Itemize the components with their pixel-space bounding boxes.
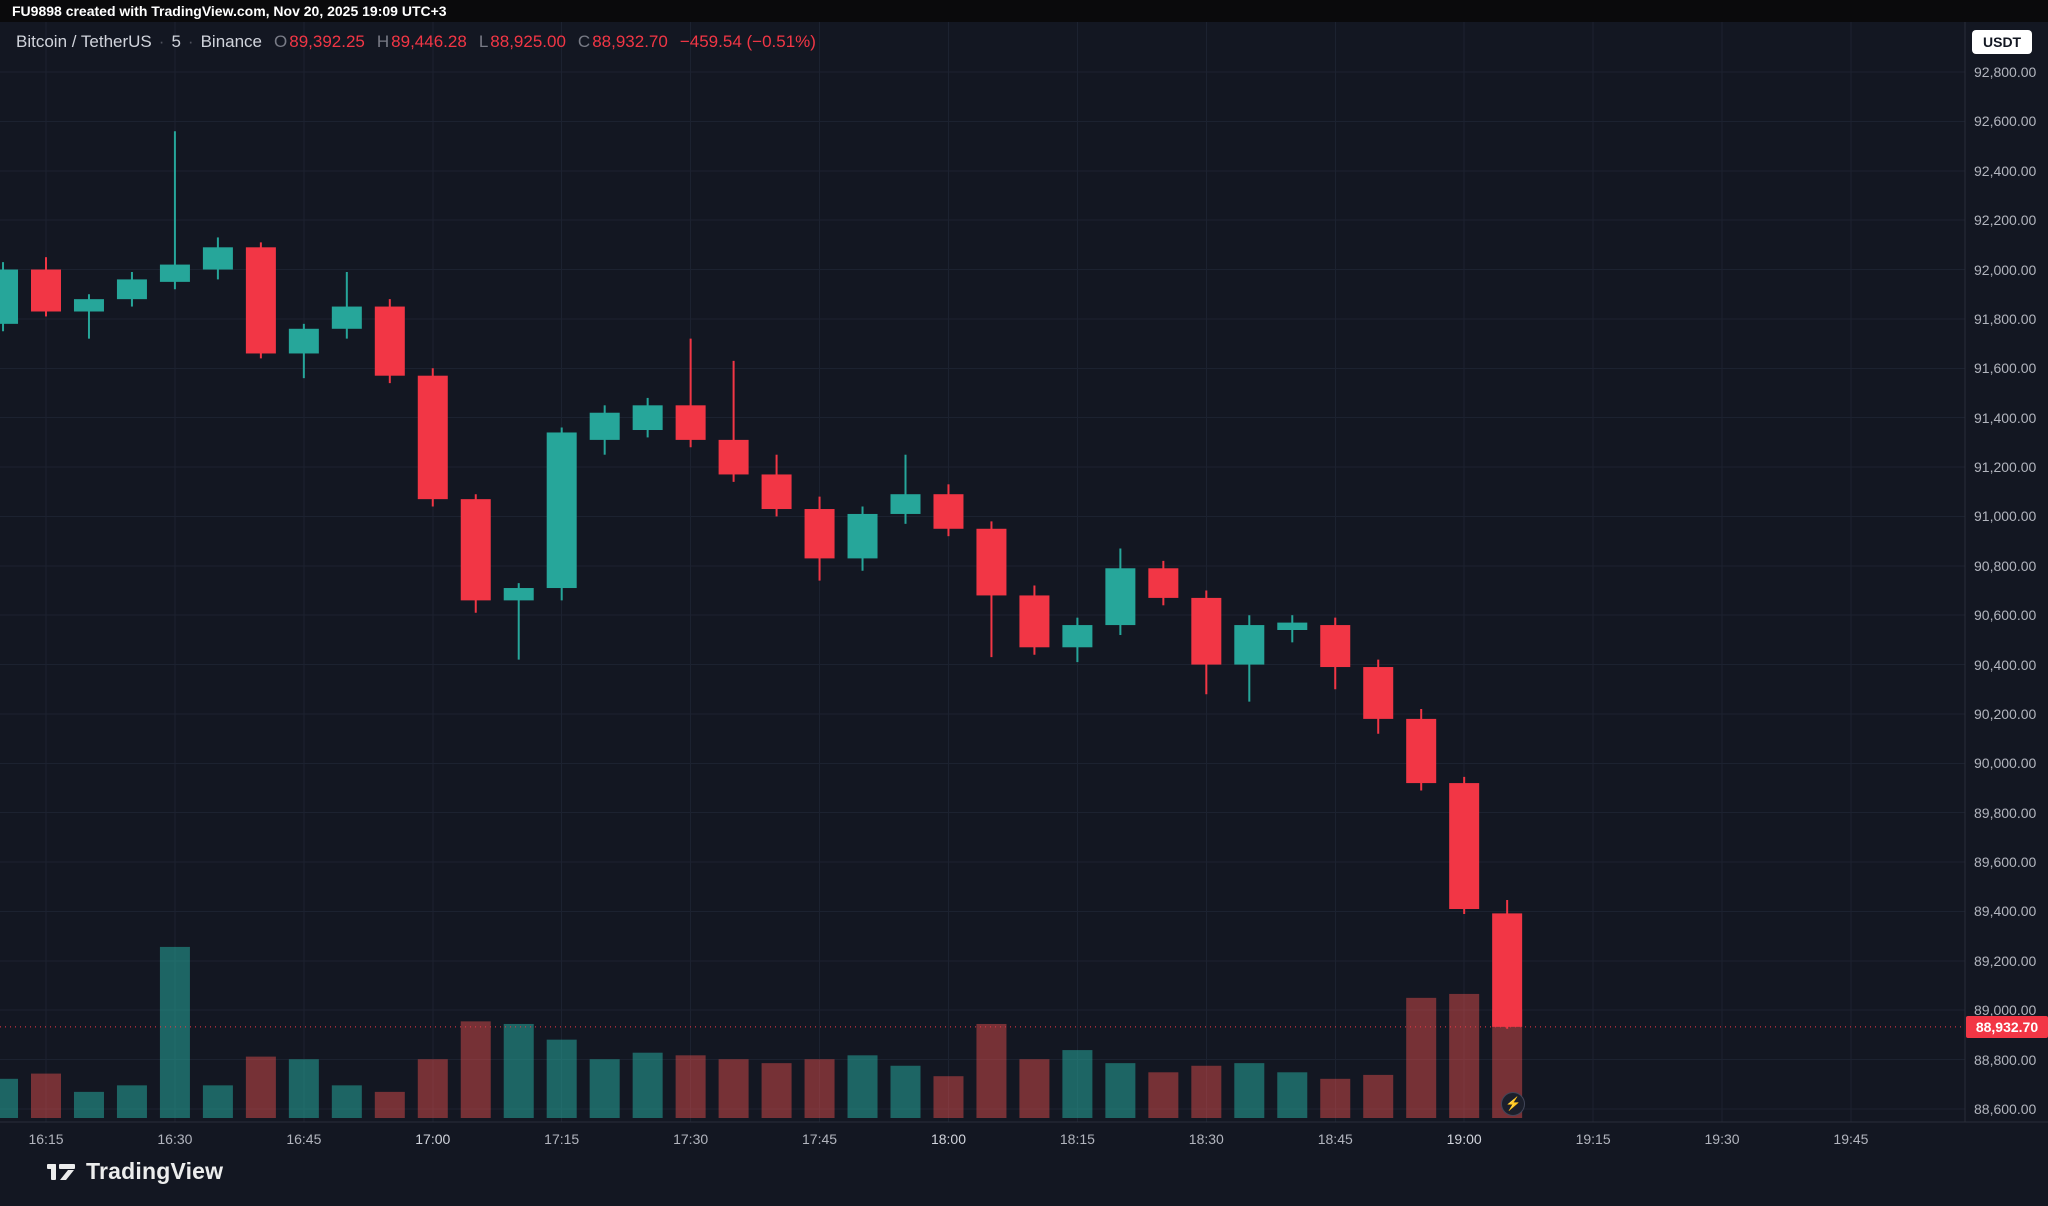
- time-tick-label: 17:30: [673, 1131, 709, 1147]
- time-tick-label: 17:45: [802, 1131, 838, 1147]
- currency-toggle-button[interactable]: USDT: [1972, 30, 2033, 54]
- symbol-title[interactable]: Bitcoin / TetherUS: [16, 32, 152, 51]
- separator-dot: ·: [187, 32, 194, 51]
- price-tick-label: 90,600.00: [1974, 607, 2037, 624]
- tradingview-logo-text: TradingView: [86, 1158, 224, 1184]
- price-tick-label: 89,800.00: [1974, 804, 2037, 821]
- time-tick-label: 18:45: [1317, 1131, 1353, 1147]
- price-tick-label: 92,800.00: [1974, 64, 2037, 80]
- open-label: O: [274, 32, 288, 51]
- lightning-boost-icon[interactable]: ⚡: [1501, 1092, 1526, 1116]
- last-price-label: 88,932.70: [1966, 1015, 2048, 1038]
- snapshot-info-text: FU9898 created with TradingView.com, Nov…: [12, 3, 447, 19]
- price-tick-label: 90,800.00: [1974, 557, 2037, 574]
- price-tick-label: 89,200.00: [1974, 952, 2037, 969]
- time-tick-label: 19:00: [1446, 1131, 1482, 1147]
- change-value: −459.54 (−0.51%): [679, 32, 816, 51]
- time-tick-label: 18:15: [1059, 1131, 1095, 1147]
- price-tick-label: 90,000.00: [1974, 755, 2037, 772]
- price-tick-label: 88,600.00: [1974, 1101, 2037, 1117]
- price-tick-label: 91,000.00: [1974, 508, 2037, 525]
- time-tick-label: 19:15: [1575, 1131, 1611, 1147]
- tradingview-logo[interactable]: TradingView: [46, 1158, 223, 1185]
- time-tick-label: 16:15: [28, 1131, 64, 1147]
- time-tick-label: 16:45: [286, 1131, 322, 1147]
- snapshot-topbar: FU9898 created with TradingView.com, Nov…: [0, 0, 2048, 22]
- low-value: 88,925.00: [490, 32, 566, 51]
- price-tick-label: 89,000.00: [1974, 1002, 2037, 1019]
- price-tick-label: 88,800.00: [1974, 1051, 2037, 1068]
- high-value: 89,446.28: [391, 32, 467, 51]
- price-tick-label: 91,600.00: [1974, 360, 2037, 377]
- price-tick-label: 92,400.00: [1974, 162, 2037, 179]
- price-tick-label: 92,600.00: [1974, 113, 2037, 130]
- close-value: 88,932.70: [592, 32, 668, 51]
- time-tick-label: 17:00: [415, 1131, 451, 1147]
- time-tick-label: 19:30: [1704, 1131, 1740, 1147]
- time-tick-label: 16:30: [157, 1131, 193, 1147]
- time-tick-label: 17:15: [544, 1131, 580, 1147]
- price-tick-label: 91,800.00: [1974, 310, 2037, 327]
- price-tick-label: 90,200.00: [1974, 705, 2037, 722]
- symbol-legend: Bitcoin / TetherUS · 5 · Binance O 89,39…: [16, 32, 816, 52]
- price-tick-label: 91,400.00: [1974, 409, 2037, 426]
- time-tick-label: 18:00: [930, 1131, 966, 1147]
- time-tick-label: 18:30: [1188, 1131, 1224, 1147]
- separator-dot: ·: [158, 32, 165, 51]
- low-label: L: [478, 32, 489, 51]
- price-tick-label: 92,200.00: [1974, 212, 2037, 229]
- interval-label[interactable]: 5: [171, 32, 181, 51]
- high-label: H: [376, 32, 390, 51]
- time-tick-label: 19:45: [1833, 1131, 1869, 1147]
- exchange-label: Binance: [200, 32, 263, 51]
- price-tick-label: 90,400.00: [1974, 656, 2037, 673]
- close-label: C: [577, 32, 591, 51]
- price-tick-label: 91,200.00: [1974, 459, 2037, 476]
- price-tick-label: 92,000.00: [1974, 261, 2037, 278]
- lightning-icon: ⚡: [1505, 1096, 1522, 1111]
- tradingview-logo-mark: [47, 1163, 75, 1180]
- price-tick-label: 89,400.00: [1974, 903, 2037, 920]
- price-tick-label: 89,600.00: [1974, 854, 2037, 871]
- open-value: 89,392.25: [289, 32, 365, 51]
